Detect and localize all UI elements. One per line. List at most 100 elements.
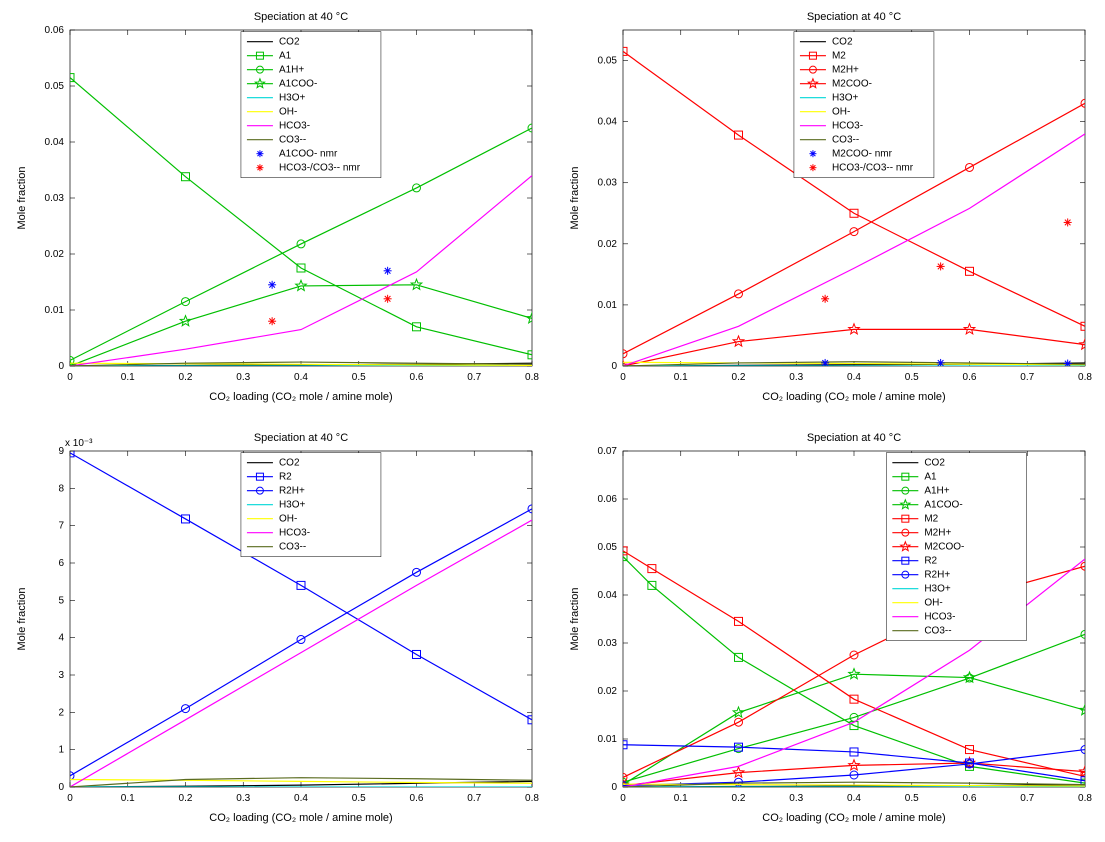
legend-item-label: A1 xyxy=(924,472,937,483)
panel-bottomright: 00.10.20.30.40.50.60.70.800.010.020.030.… xyxy=(553,421,1105,842)
svg-text:0.1: 0.1 xyxy=(673,372,687,383)
legend-item-label: HCO3-/CO3-- nmr xyxy=(831,163,913,174)
legend-item-label: M2H+ xyxy=(924,528,951,539)
svg-text:0: 0 xyxy=(67,372,73,383)
legend-item-label: M2COO- nmr xyxy=(831,149,892,160)
x-axis-label: CO₂ loading (CO₂ mole / amine mole) xyxy=(762,812,945,824)
svg-text:0: 0 xyxy=(611,361,617,372)
legend-item-label: CO2 xyxy=(279,458,300,469)
legend-item-label: M2COO- xyxy=(924,542,964,553)
svg-text:0.4: 0.4 xyxy=(294,372,308,383)
svg-text:0.03: 0.03 xyxy=(597,178,617,189)
y-axis-label: Mole fraction xyxy=(16,167,28,230)
legend-item-label: CO3-- xyxy=(924,626,951,637)
svg-text:0.1: 0.1 xyxy=(673,793,687,804)
legend-item-label: M2H+ xyxy=(831,65,858,76)
legend-item-label: HCO3- xyxy=(279,121,310,132)
svg-text:0.7: 0.7 xyxy=(1020,793,1034,804)
svg-text:0.5: 0.5 xyxy=(904,793,918,804)
panel-topleft: 00.10.20.30.40.50.60.70.800.010.020.030.… xyxy=(0,0,553,421)
svg-text:0.04: 0.04 xyxy=(597,590,617,601)
svg-text:0: 0 xyxy=(611,782,617,793)
svg-text:0.5: 0.5 xyxy=(904,372,918,383)
svg-text:7: 7 xyxy=(58,521,64,532)
svg-text:0.05: 0.05 xyxy=(597,542,617,553)
svg-text:0: 0 xyxy=(58,361,64,372)
svg-text:0.6: 0.6 xyxy=(410,793,424,804)
svg-text:0.3: 0.3 xyxy=(236,793,250,804)
svg-text:0.02: 0.02 xyxy=(597,686,617,697)
svg-text:0.6: 0.6 xyxy=(962,793,976,804)
svg-text:4: 4 xyxy=(58,633,64,644)
legend-item-label: R2 xyxy=(924,556,937,567)
svg-text:8: 8 xyxy=(58,483,64,494)
svg-text:0.05: 0.05 xyxy=(45,81,65,92)
svg-text:0.04: 0.04 xyxy=(597,117,617,128)
svg-text:0.5: 0.5 xyxy=(352,372,366,383)
y-axis-label: Mole fraction xyxy=(569,588,581,651)
svg-text:0.03: 0.03 xyxy=(597,638,617,649)
svg-text:0: 0 xyxy=(620,372,626,383)
svg-text:0.01: 0.01 xyxy=(45,305,65,316)
legend-item-label: CO3-- xyxy=(279,542,306,553)
chart-title: Speciation at 40 °C xyxy=(806,11,900,23)
svg-text:2: 2 xyxy=(58,707,64,718)
svg-text:5: 5 xyxy=(58,595,64,606)
svg-text:0.8: 0.8 xyxy=(1078,793,1092,804)
legend-item-label: OH- xyxy=(279,107,297,118)
svg-text:0.7: 0.7 xyxy=(467,372,481,383)
svg-text:0.6: 0.6 xyxy=(410,372,424,383)
legend-item-label: A1 xyxy=(279,51,292,62)
legend-item-label: A1H+ xyxy=(924,486,949,497)
svg-text:0.4: 0.4 xyxy=(847,793,861,804)
legend-item-label: HCO3- xyxy=(279,528,310,539)
legend-item-label: CO2 xyxy=(831,37,852,48)
legend-item-label: OH- xyxy=(279,514,297,525)
legend-item-label: H3O+ xyxy=(924,584,951,595)
svg-text:3: 3 xyxy=(58,670,64,681)
svg-text:0.2: 0.2 xyxy=(731,793,745,804)
legend-item-label: M2 xyxy=(924,514,938,525)
panel-bottomleft: 00.10.20.30.40.50.60.70.80123456789x 10⁻… xyxy=(0,421,553,842)
svg-text:0.7: 0.7 xyxy=(467,793,481,804)
panel-topright: 00.10.20.30.40.50.60.70.800.010.020.030.… xyxy=(553,0,1105,421)
legend-item-label: H3O+ xyxy=(831,93,858,104)
legend-item-label: R2H+ xyxy=(279,486,305,497)
legend-item-label: A1H+ xyxy=(279,65,304,76)
svg-text:0.04: 0.04 xyxy=(45,137,65,148)
legend-item-label: R2H+ xyxy=(924,570,950,581)
svg-text:0.07: 0.07 xyxy=(597,446,617,457)
svg-text:9: 9 xyxy=(58,446,64,457)
svg-text:6: 6 xyxy=(58,558,64,569)
x-axis-label: CO₂ loading (CO₂ mole / amine mole) xyxy=(762,391,945,403)
svg-text:x 10⁻³: x 10⁻³ xyxy=(65,438,93,449)
legend-item-label: CO3-- xyxy=(279,135,306,146)
legend-item-label: HCO3- xyxy=(831,121,862,132)
svg-text:0.02: 0.02 xyxy=(597,239,617,250)
legend-item-label: A1COO- xyxy=(924,500,962,511)
legend-item-label: H3O+ xyxy=(279,93,306,104)
x-axis-label: CO₂ loading (CO₂ mole / amine mole) xyxy=(209,391,392,403)
legend-item-label: OH- xyxy=(831,107,849,118)
legend-item-label: HCO3- xyxy=(924,612,955,623)
svg-text:0.6: 0.6 xyxy=(962,372,976,383)
svg-text:0.5: 0.5 xyxy=(352,793,366,804)
svg-text:0.4: 0.4 xyxy=(294,793,308,804)
svg-text:0.7: 0.7 xyxy=(1020,372,1034,383)
svg-text:0.2: 0.2 xyxy=(179,372,193,383)
chart-title: Speciation at 40 °C xyxy=(254,432,348,444)
svg-text:0.1: 0.1 xyxy=(121,372,135,383)
svg-text:1: 1 xyxy=(58,745,64,756)
y-axis-label: Mole fraction xyxy=(569,167,581,230)
svg-text:0.06: 0.06 xyxy=(45,25,65,36)
y-axis-label: Mole fraction xyxy=(16,588,28,651)
svg-text:0.4: 0.4 xyxy=(847,372,861,383)
legend-item-label: OH- xyxy=(924,598,942,609)
legend-item-label: M2COO- xyxy=(831,79,871,90)
svg-text:0.01: 0.01 xyxy=(597,734,617,745)
legend-item-label: CO2 xyxy=(279,37,300,48)
legend-item-label: R2 xyxy=(279,472,292,483)
legend-item-label: CO2 xyxy=(924,458,945,469)
legend-item-label: HCO3-/CO3-- nmr xyxy=(279,163,361,174)
svg-text:0.05: 0.05 xyxy=(597,56,617,67)
